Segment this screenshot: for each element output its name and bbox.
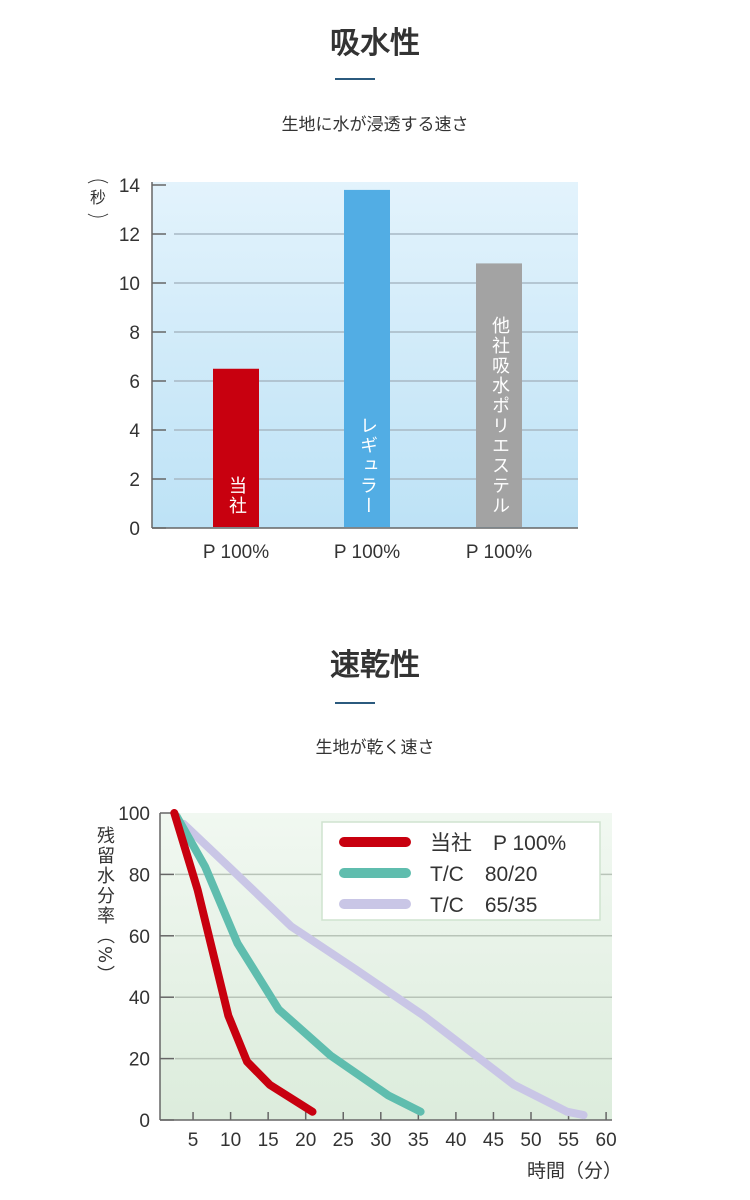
x-tick-label: 60 <box>596 1130 617 1151</box>
title-divider <box>335 702 375 704</box>
legend-label: T/C 80/20 <box>430 863 537 886</box>
x-axis-label: 時間（分） <box>527 1160 622 1182</box>
section-subtitle-quick-dry: 生地が乾く速さ <box>315 738 435 758</box>
y-tick-label: 6 <box>129 372 140 393</box>
y-tick-label: 14 <box>119 176 141 197</box>
x-tick-label: 5 <box>188 1130 199 1151</box>
y-tick-label: 4 <box>129 421 140 442</box>
section-title-quick-dry: 速乾性 <box>330 648 420 683</box>
bar <box>476 263 522 527</box>
bar-label-competitor: 他社吸水ポリエステル <box>489 316 510 516</box>
y-tick-label: 10 <box>119 274 140 295</box>
y-tick-label: 8 <box>129 323 140 344</box>
x-tick-label: 25 <box>333 1130 354 1151</box>
y-axis-label: 残留水分率（%） <box>94 826 115 986</box>
x-tick-label: 10 <box>220 1130 241 1151</box>
x-tick-label: P 100% <box>334 542 400 563</box>
bar <box>344 189 390 527</box>
legend-label: T/C 65/35 <box>430 894 537 917</box>
series-line <box>179 819 588 1120</box>
y-tick-label: 20 <box>129 1050 150 1071</box>
absorbency-bar-chart: 0 2 4 6 8 10 12 14 秒 P 100% P 100% P 100% <box>87 176 578 563</box>
x-tick-label: 30 <box>370 1130 391 1151</box>
bar-label-ours: 当社 <box>226 476 247 516</box>
x-tick-label: 50 <box>520 1130 541 1151</box>
y-axis-label: 秒 <box>90 189 106 207</box>
x-tick-label: 40 <box>445 1130 466 1151</box>
y-tick-label: 40 <box>129 988 150 1009</box>
x-tick-label: P 100% <box>466 542 532 563</box>
y-tick-label: 0 <box>129 519 140 540</box>
series-line <box>170 809 317 1116</box>
legend-label: 当社 P 100% <box>430 832 566 855</box>
y-tick-label: 12 <box>119 225 140 246</box>
x-tick-label: 35 <box>408 1130 429 1151</box>
bar <box>213 368 259 527</box>
y-tick-label: 2 <box>129 470 140 491</box>
section-subtitle-absorbency: 生地に水が浸透する速さ <box>281 115 469 135</box>
x-tick-label: 20 <box>295 1130 316 1151</box>
title-divider <box>335 78 375 80</box>
bar-label-regular: レギュラー <box>357 416 378 516</box>
y-tick-label: 60 <box>129 927 150 948</box>
y-axis-label-parentheses <box>87 179 109 218</box>
y-tick-label: 0 <box>139 1111 150 1132</box>
drying-line-chart: 0 20 40 60 80 100 5 10 15 20 25 30 35 40 45 50 55 60 時間（分）… <box>118 804 622 1182</box>
section-title-absorbency: 吸水性 <box>330 26 420 61</box>
x-tick-label: 45 <box>483 1130 504 1151</box>
x-tick-label: 15 <box>258 1130 279 1151</box>
x-tick-label: 55 <box>558 1130 579 1151</box>
y-tick-label: 80 <box>129 865 150 886</box>
y-tick-label: 100 <box>118 804 150 825</box>
x-tick-label: P 100% <box>203 542 269 563</box>
